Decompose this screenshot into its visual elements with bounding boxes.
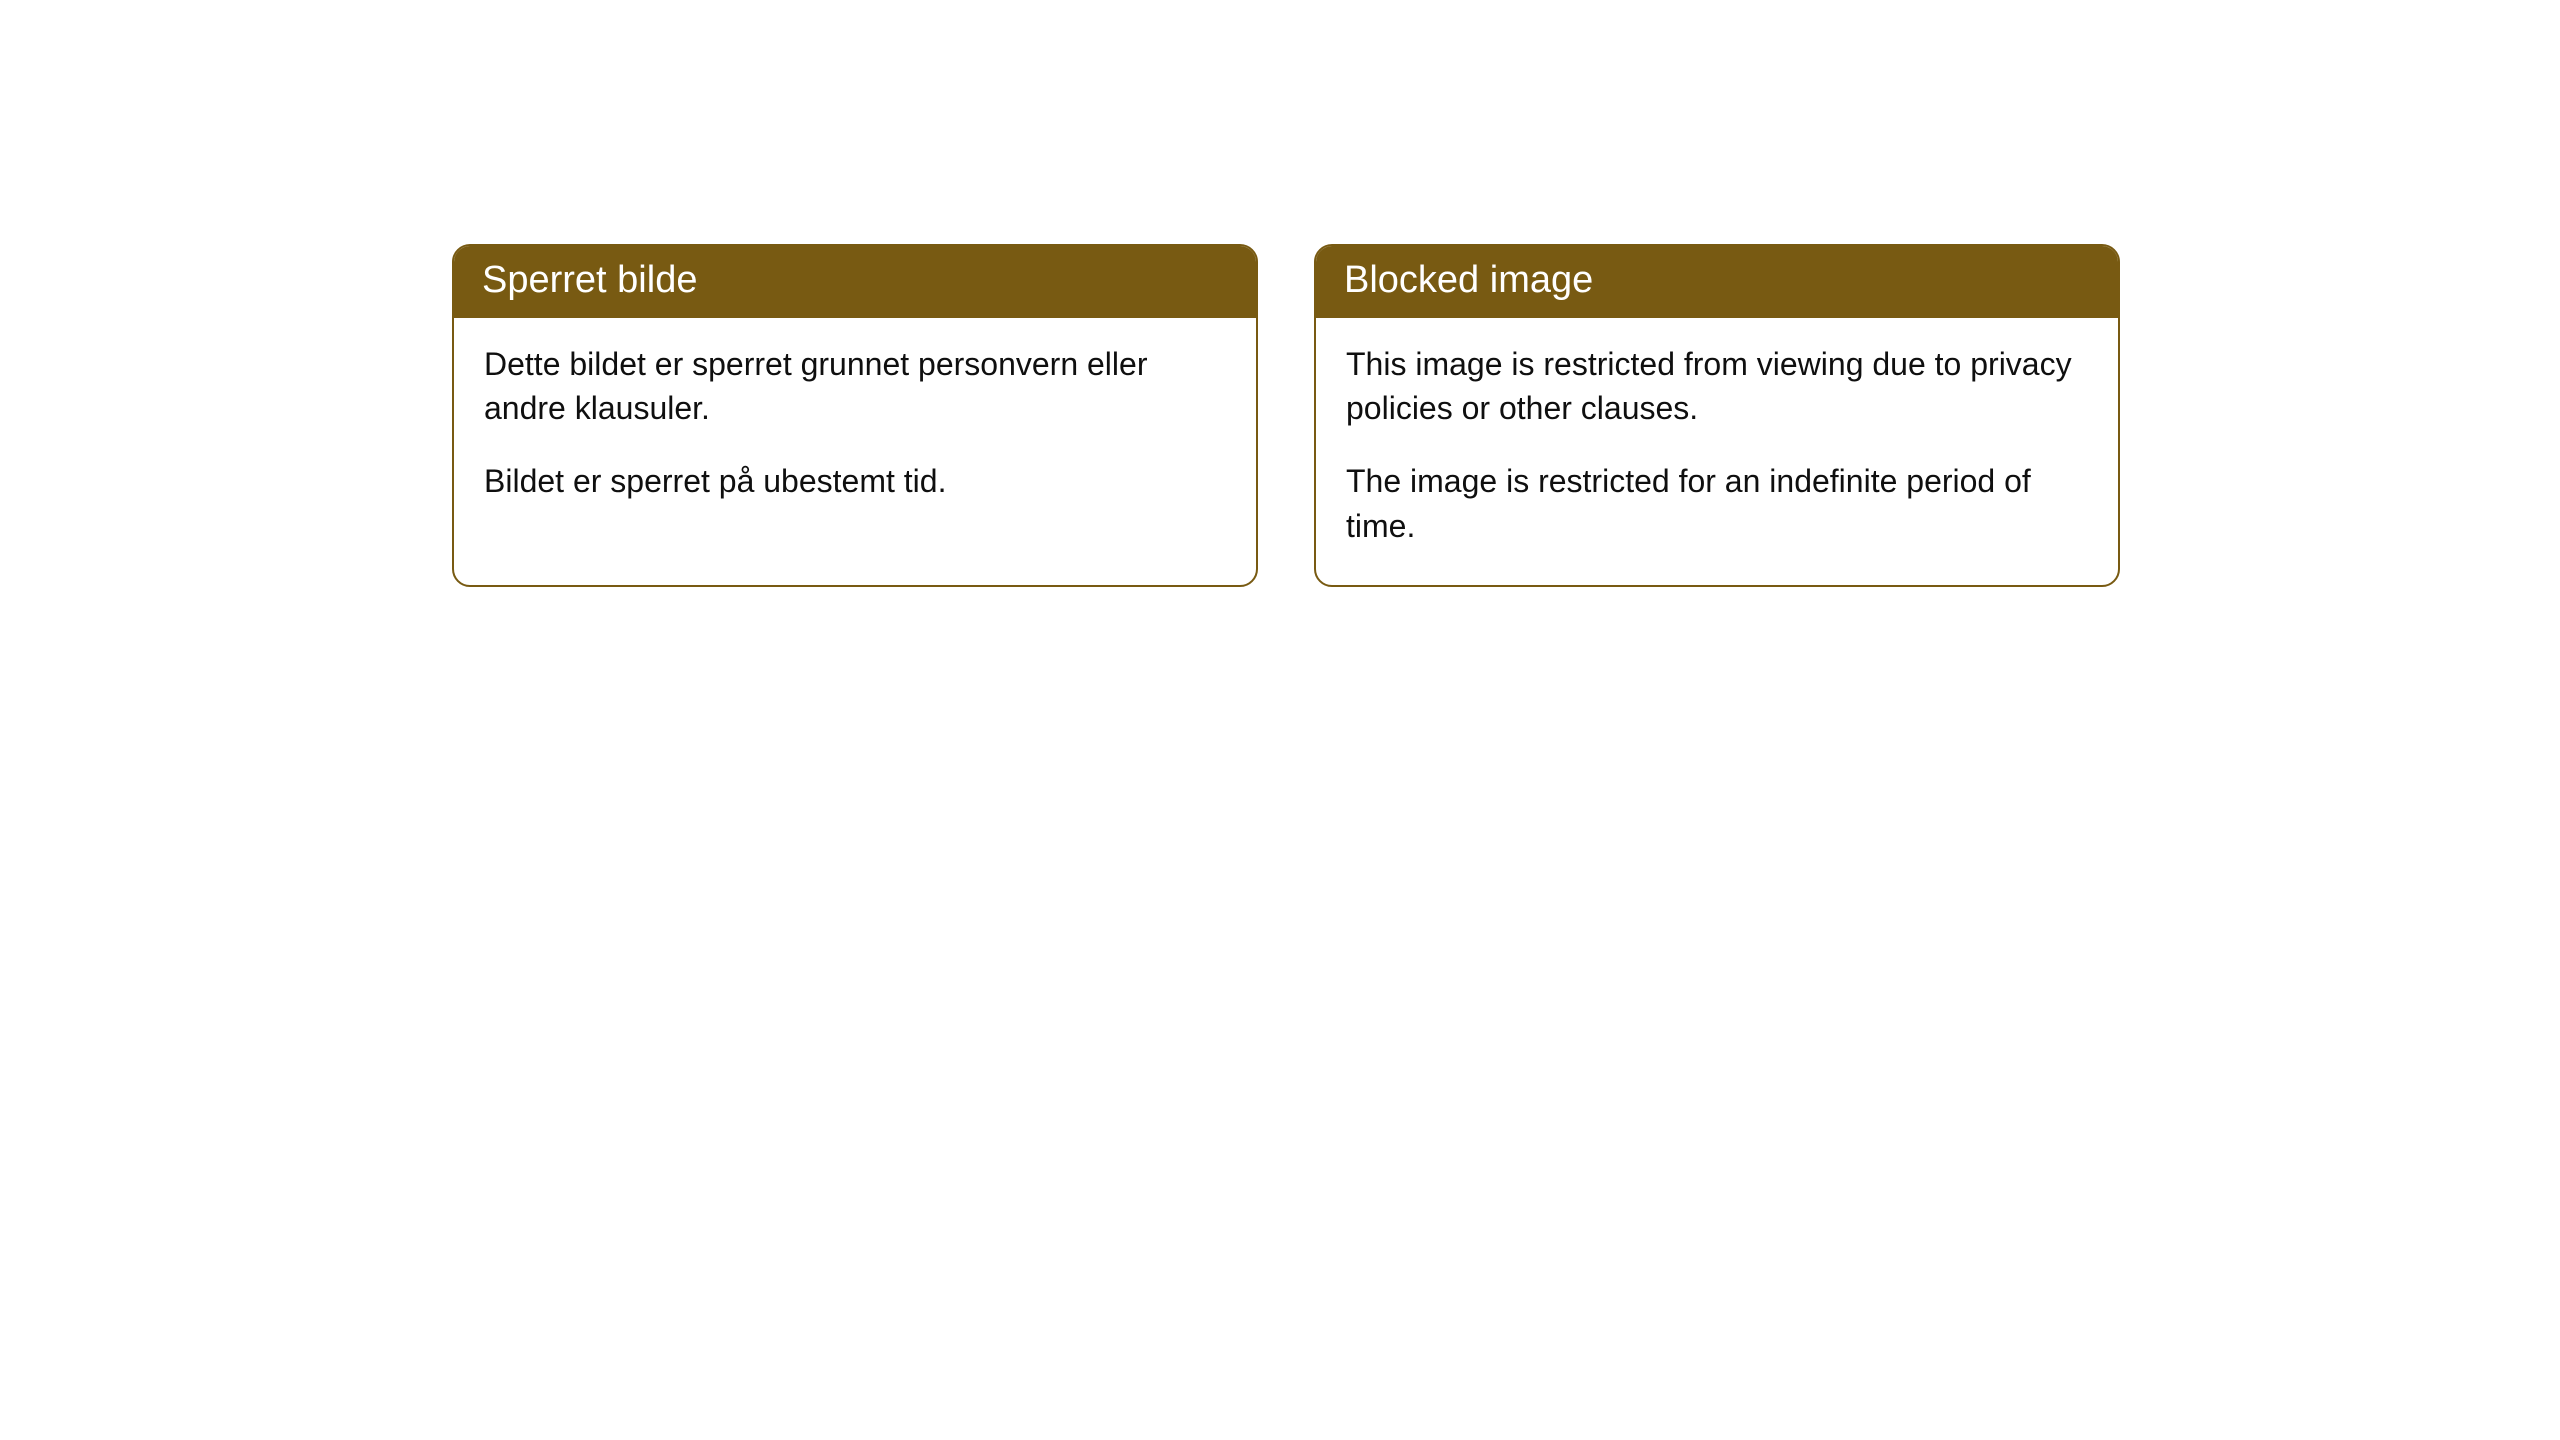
notice-card-english: Blocked image This image is restricted f… xyxy=(1314,244,2120,587)
card-header: Sperret bilde xyxy=(454,246,1256,318)
card-paragraph: Bildet er sperret på ubestemt tid. xyxy=(484,459,1226,504)
notice-cards-container: Sperret bilde Dette bildet er sperret gr… xyxy=(452,244,2120,587)
card-paragraph: Dette bildet er sperret grunnet personve… xyxy=(484,342,1226,432)
card-body: This image is restricted from viewing du… xyxy=(1316,318,2118,585)
card-body: Dette bildet er sperret grunnet personve… xyxy=(454,318,1256,540)
card-header: Blocked image xyxy=(1316,246,2118,318)
notice-card-norwegian: Sperret bilde Dette bildet er sperret gr… xyxy=(452,244,1258,587)
card-paragraph: The image is restricted for an indefinit… xyxy=(1346,459,2088,549)
card-paragraph: This image is restricted from viewing du… xyxy=(1346,342,2088,432)
